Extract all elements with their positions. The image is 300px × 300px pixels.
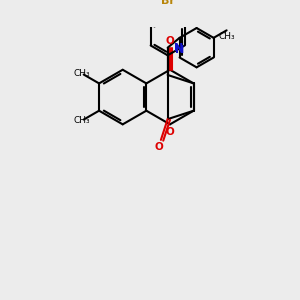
Text: N: N — [175, 45, 184, 55]
Text: CH₃: CH₃ — [73, 116, 90, 125]
Text: N: N — [174, 43, 183, 53]
Text: O: O — [154, 142, 163, 152]
Text: CH₃: CH₃ — [218, 32, 235, 41]
Text: CH₃: CH₃ — [73, 69, 90, 78]
Text: Br: Br — [161, 0, 175, 6]
Text: O: O — [166, 36, 174, 46]
Text: O: O — [166, 127, 174, 137]
